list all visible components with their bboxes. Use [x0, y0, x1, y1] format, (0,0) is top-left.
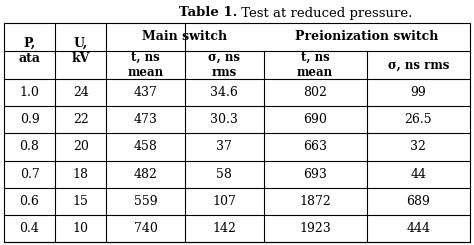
Text: 37: 37	[216, 140, 232, 153]
Text: 18: 18	[73, 168, 89, 181]
Text: Table 1.: Table 1.	[179, 7, 237, 20]
Text: 802: 802	[303, 86, 327, 99]
Text: 693: 693	[303, 168, 327, 181]
Text: 482: 482	[134, 168, 157, 181]
Text: 30.3: 30.3	[210, 113, 238, 126]
Text: 32: 32	[410, 140, 426, 153]
Text: 0.6: 0.6	[19, 195, 39, 208]
Text: 663: 663	[303, 140, 327, 153]
Text: 107: 107	[212, 195, 236, 208]
Text: 0.9: 0.9	[20, 113, 39, 126]
Text: 20: 20	[73, 140, 89, 153]
Text: 437: 437	[134, 86, 157, 99]
Text: 740: 740	[134, 222, 157, 235]
Text: 0.8: 0.8	[19, 140, 39, 153]
Text: 99: 99	[410, 86, 426, 99]
Text: 0.4: 0.4	[19, 222, 39, 235]
Text: U,
kV: U, kV	[72, 37, 90, 65]
Text: t, ns
mean: t, ns mean	[128, 51, 164, 79]
Text: 15: 15	[73, 195, 89, 208]
Text: σ, ns
rms: σ, ns rms	[208, 51, 240, 79]
Text: 142: 142	[212, 222, 236, 235]
Text: 458: 458	[134, 140, 157, 153]
Text: 473: 473	[134, 113, 157, 126]
Text: t, ns
mean: t, ns mean	[297, 51, 333, 79]
Text: Main switch: Main switch	[142, 30, 228, 44]
Text: 444: 444	[406, 222, 430, 235]
Text: 44: 44	[410, 168, 427, 181]
Text: 559: 559	[134, 195, 157, 208]
Text: 1.0: 1.0	[19, 86, 39, 99]
Text: 24: 24	[73, 86, 89, 99]
Text: 0.7: 0.7	[20, 168, 39, 181]
Text: 689: 689	[406, 195, 430, 208]
Text: σ, ns rms: σ, ns rms	[388, 59, 449, 72]
Text: P,
ata: P, ata	[18, 37, 41, 65]
Text: 34.6: 34.6	[210, 86, 238, 99]
Text: 1923: 1923	[299, 222, 331, 235]
Text: 26.5: 26.5	[405, 113, 432, 126]
Text: 690: 690	[303, 113, 327, 126]
Bar	[4, 23, 470, 242]
Text: Preionization switch: Preionization switch	[295, 30, 438, 44]
Text: 22: 22	[73, 113, 89, 126]
Text: 10: 10	[73, 222, 89, 235]
Text: 1872: 1872	[299, 195, 331, 208]
Text: 58: 58	[216, 168, 232, 181]
Text: Test at reduced pressure.: Test at reduced pressure.	[237, 7, 412, 20]
